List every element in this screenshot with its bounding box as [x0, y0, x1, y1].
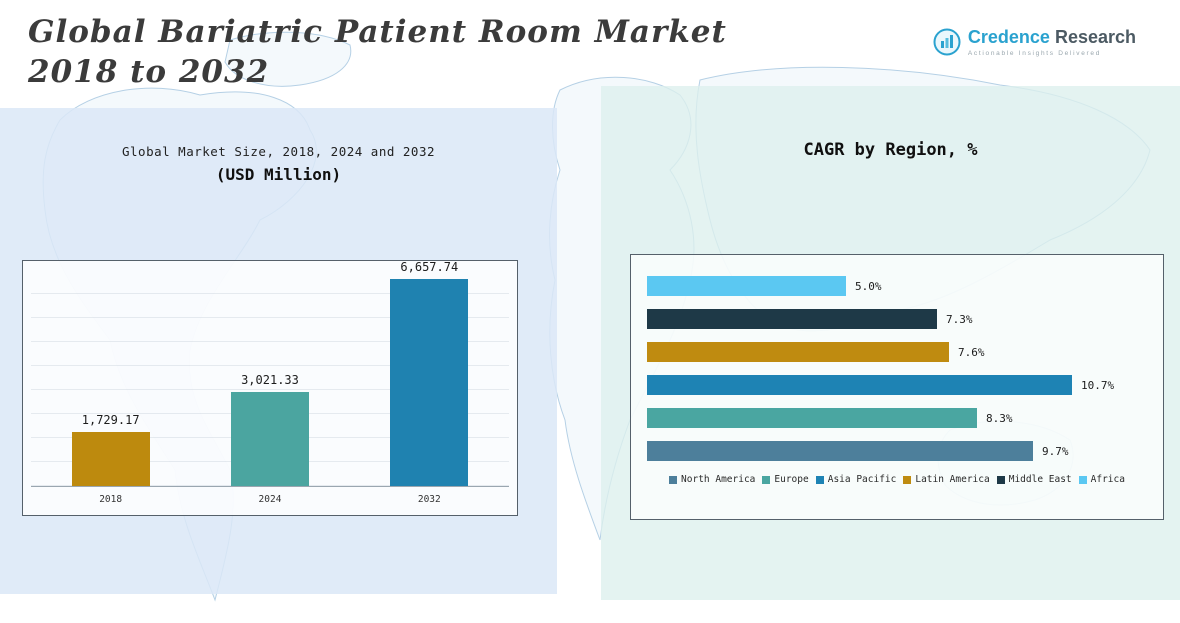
page-title-line2: 2018 to 2032 — [28, 54, 270, 91]
cagr-legend: North America Europe Asia Pacific Latin Ame… — [647, 474, 1147, 485]
legend-label-asia-pacific: Asia Pacific — [827, 474, 897, 485]
cagr-value-label-asia-pacific: 10.7% — [1081, 378, 1115, 392]
market-size-chart: 1,729.17 2018 3,021.33 2024 6,657.74 2032 — [22, 260, 518, 516]
cagr-bar-asia-pacific — [647, 375, 1072, 395]
legend-swatch-latin-america — [903, 475, 912, 484]
cagr-panel: CAGR by Region, % 5.0% 7.3% 7.6% 10.7% 8.3% 9… — [601, 86, 1180, 600]
page-title: Global Bariatric Patient Room Market 201… — [28, 12, 727, 93]
legend-swatch-middle-east — [996, 475, 1005, 484]
page-title-line1: Global Bariatric Patient Room Market — [28, 14, 727, 50]
cagr-row-europe: 8.3% — [647, 408, 1147, 428]
legend-swatch-north-america — [669, 475, 678, 484]
legend-item-africa: Africa — [1078, 474, 1125, 485]
cagr-value-label-europe: 8.3% — [986, 411, 1013, 425]
brand-logo: Credence Research Actionable Insights De… — [933, 27, 1136, 57]
bar-value-label-2032: 6,657.74 — [400, 260, 459, 274]
logo-text-block: Credence Research Actionable Insights De… — [967, 27, 1136, 57]
bar-value-label-2018: 1,729.17 — [81, 413, 140, 427]
legend-label-latin-america: Latin America — [915, 474, 990, 485]
x-axis-label-2024: 2024 — [258, 494, 282, 505]
cagr-bar-middle-east — [647, 309, 937, 329]
legend-swatch-africa — [1078, 475, 1087, 484]
cagr-bar-latin-america — [647, 342, 949, 362]
bar-group-2018: 1,729.17 2018 — [71, 413, 151, 505]
bar-group-2032: 6,657.74 2032 — [389, 260, 469, 505]
cagr-plot-area: 5.0% 7.3% 7.6% 10.7% 8.3% 9.7% — [647, 276, 1147, 461]
bar-2032 — [390, 279, 469, 486]
legend-swatch-asia-pacific — [815, 475, 824, 484]
cagr-row-africa: 5.0% — [647, 276, 1147, 296]
legend-item-asia-pacific: Asia Pacific — [815, 474, 897, 485]
cagr-chart: 5.0% 7.3% 7.6% 10.7% 8.3% 9.7% North America E… — [630, 254, 1164, 520]
x-axis-label-2018: 2018 — [99, 494, 123, 505]
logo-tagline: Actionable Insights Delivered — [967, 49, 1102, 57]
cagr-value-label-africa: 5.0% — [855, 279, 882, 293]
cagr-bar-europe — [647, 408, 977, 428]
x-axis-label-2032: 2032 — [417, 494, 441, 505]
legend-item-europe: Europe — [762, 474, 809, 485]
cagr-chart-title: CAGR by Region, % — [803, 140, 978, 160]
logo-word-research: Research — [1049, 27, 1136, 47]
market-size-plot-area: 1,729.17 2018 3,021.33 2024 6,657.74 2032 — [31, 260, 509, 505]
logo-word-credence: Credence — [967, 27, 1050, 47]
legend-swatch-europe — [762, 475, 771, 484]
legend-label-europe: Europe — [774, 474, 809, 485]
cagr-row-middle-east: 7.3% — [647, 309, 1147, 329]
market-size-panel: Global Market Size, 2018, 2024 and 2032 … — [0, 108, 557, 594]
cagr-value-label-middle-east: 7.3% — [946, 312, 973, 326]
legend-item-middle-east: Middle East — [996, 474, 1072, 485]
cagr-row-latin-america: 7.6% — [647, 342, 1147, 362]
bar-2018 — [71, 432, 150, 486]
cagr-row-asia-pacific: 10.7% — [647, 375, 1147, 395]
legend-label-africa: Africa — [1090, 474, 1125, 485]
legend-item-latin-america: Latin America — [903, 474, 990, 485]
legend-label-middle-east: Middle East — [1008, 474, 1072, 485]
cagr-value-label-north-america: 9.7% — [1042, 444, 1069, 458]
legend-label-north-america: North America — [681, 474, 756, 485]
market-size-chart-title: Global Market Size, 2018, 2024 and 2032 — [122, 144, 435, 159]
credence-logo-icon — [933, 28, 961, 56]
cagr-row-north-america: 9.7% — [647, 441, 1147, 461]
bar-value-label-2024: 3,021.33 — [241, 373, 299, 387]
cagr-bar-africa — [647, 276, 846, 296]
cagr-bar-north-america — [647, 441, 1033, 461]
bar-2024 — [230, 392, 309, 486]
market-size-chart-subtitle: (USD Million) — [215, 165, 342, 184]
logo-wordmark: Credence Research — [967, 27, 1136, 48]
legend-item-north-america: North America — [669, 474, 755, 485]
cagr-value-label-latin-america: 7.6% — [958, 345, 985, 359]
bar-group-2024: 3,021.33 2024 — [230, 373, 310, 505]
